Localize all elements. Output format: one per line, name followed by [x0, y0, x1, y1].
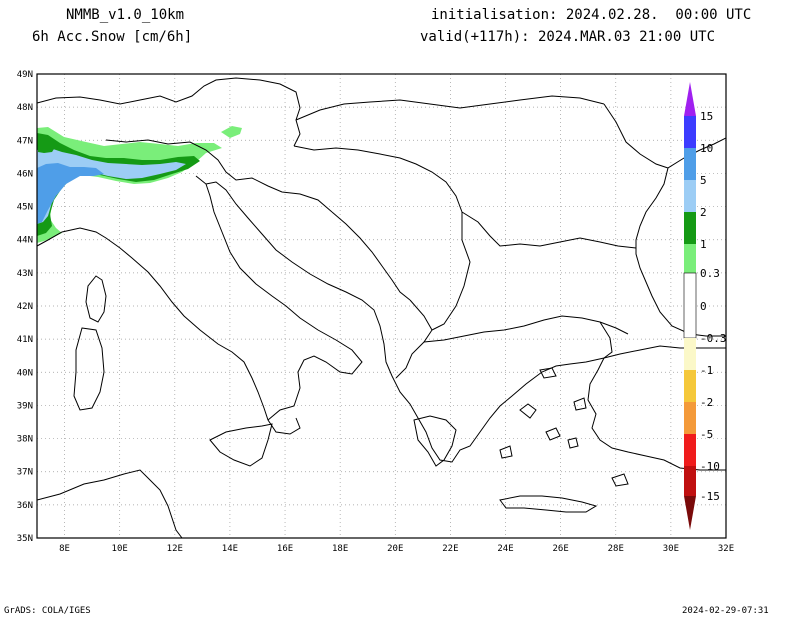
lat-tick-label: 46N [17, 169, 33, 179]
lat-tick-label: 39N [17, 401, 33, 411]
lat-tick-label: 37N [17, 468, 33, 478]
coastline-corsica [85, 275, 107, 323]
colorbar-bottom-triangle [684, 496, 696, 530]
lat-tick-label: 38N [17, 435, 33, 445]
border-alpine-north [37, 77, 301, 147]
lat-tick-label: 40N [17, 368, 33, 378]
field-title: 6h Acc.Snow [cm/6h] [32, 29, 193, 45]
lon-tick-label: 12E [167, 544, 183, 554]
lon-tick-label: 26E [553, 544, 569, 554]
colorbar-label: -5 [700, 428, 713, 441]
map-frame [36, 73, 727, 539]
colorbar-label: 0.3 [700, 267, 720, 280]
lat-tick-label: 41N [17, 335, 33, 345]
model-title: NMMB_v1.0_10km [66, 7, 185, 23]
lon-tick-label: 14E [222, 544, 238, 554]
colorbar-label: -15 [700, 490, 720, 503]
lat-tick-label: 45N [17, 203, 33, 213]
lat-tick-label: 42N [17, 302, 33, 312]
colorbar-label: 0 [700, 300, 707, 313]
colorbar-box-m2-m1 [684, 370, 696, 402]
lat-tick-label: 43N [17, 269, 33, 279]
border-romania-bulgaria [461, 211, 637, 249]
colorbar-box-m15-m10 [684, 466, 696, 496]
valid-time: valid(+117h): 2024.MAR.03 21:00 UTC [420, 29, 716, 45]
lat-axis: 35N 36N 37N 38N 39N 40N 41N 42N 43N 44N 45N 46N 47N 4… [17, 70, 33, 544]
coastline-italy-west [37, 227, 301, 435]
colorbar-label: -1 [700, 364, 713, 377]
border-serbia-west [331, 211, 411, 301]
snow-area-blue [37, 163, 104, 224]
snow-area-light-green-patch [221, 126, 242, 138]
colorbar-label: -10 [700, 460, 720, 473]
lon-tick-label: 28E [608, 544, 624, 554]
colorbar-label: -0.3 [700, 332, 727, 345]
colorbar-top-triangle [684, 82, 696, 116]
lon-tick-label: 8E [59, 544, 70, 554]
colorbar-label: 2 [700, 206, 707, 219]
border-balkans-inner [395, 212, 471, 379]
colorbar-label: -2 [700, 396, 713, 409]
lon-tick-label: 24E [497, 544, 513, 554]
border-greece-turkey [599, 321, 613, 359]
coastline-italy-east [195, 175, 363, 421]
colorbar-label: 15 [700, 110, 713, 123]
lon-tick-label: 20E [387, 544, 403, 554]
lon-tick-label: 10E [112, 544, 128, 554]
coastline-balkans-adriatic [205, 181, 726, 463]
coastlines-borders [37, 77, 726, 538]
lat-tick-label: 35N [17, 534, 33, 544]
colorbar-box-m10-m5 [684, 434, 696, 466]
lat-tick-label: 36N [17, 501, 33, 511]
coastline-aegean-islands [499, 367, 629, 487]
colorbar-box-neutral [683, 272, 697, 339]
lon-tick-label: 22E [442, 544, 458, 554]
border-bulgaria-greece [423, 315, 629, 343]
lon-axis: 8E 10E 12E 14E 16E 18E 20E 22E 24E 26E 28E 30E 32E [59, 544, 734, 554]
colorbar-label: 5 [700, 174, 707, 187]
coastline-sardinia [73, 327, 105, 411]
snow-field [37, 126, 242, 243]
colorbar-box-m5-m2 [684, 402, 696, 434]
border-romania-ukraine [603, 103, 669, 169]
colorbar-box-10-15 [684, 116, 696, 148]
colorbar [683, 82, 697, 530]
snow-area-dark-green-spot [38, 135, 56, 153]
footer-credit: GrADS: COLA/IGES [4, 606, 91, 616]
lat-tick-label: 47N [17, 136, 33, 146]
grid-lines [37, 74, 726, 538]
snow-map: 8E 10E 12E 14E 16E 18E 20E 22E 24E 26E 28E 30E 32E 3… [17, 70, 734, 554]
lat-tick-label: 48N [17, 103, 33, 113]
colorbar-label: 1 [700, 238, 707, 251]
init-time: initialisation: 2024.02.28. 00:00 UTC [431, 7, 752, 23]
border-austria-slovenia [105, 139, 333, 213]
lat-tick-label: 49N [17, 70, 33, 80]
lon-tick-label: 32E [718, 544, 734, 554]
lon-tick-label: 16E [277, 544, 293, 554]
footer-timestamp: 2024-02-29-07:31 [682, 606, 769, 616]
border-hungary-south [293, 145, 463, 213]
colorbar-box-1-2 [684, 212, 696, 244]
lon-tick-label: 18E [332, 544, 348, 554]
lon-tick-label: 30E [663, 544, 679, 554]
coastline-peloponnese [413, 415, 457, 467]
colorbar-box-2-5 [684, 180, 696, 212]
colorbar-labels: 15 10 5 2 1 0.3 0 -0.3 -1 -2 -5 -10 -15 [700, 110, 727, 503]
coastline-sicily [209, 423, 273, 467]
colorbar-box-5-10 [684, 148, 696, 180]
coastline-turkey-aegean [587, 357, 726, 471]
lat-tick-label: 44N [17, 236, 33, 246]
colorbar-box-03-1 [684, 244, 696, 273]
border-slovakia-hungary [295, 95, 605, 121]
colorbar-label: 10 [700, 142, 713, 155]
coastline-north-africa [37, 469, 183, 538]
coastline-crete [499, 495, 598, 513]
colorbar-box-m1-m03 [684, 338, 696, 370]
